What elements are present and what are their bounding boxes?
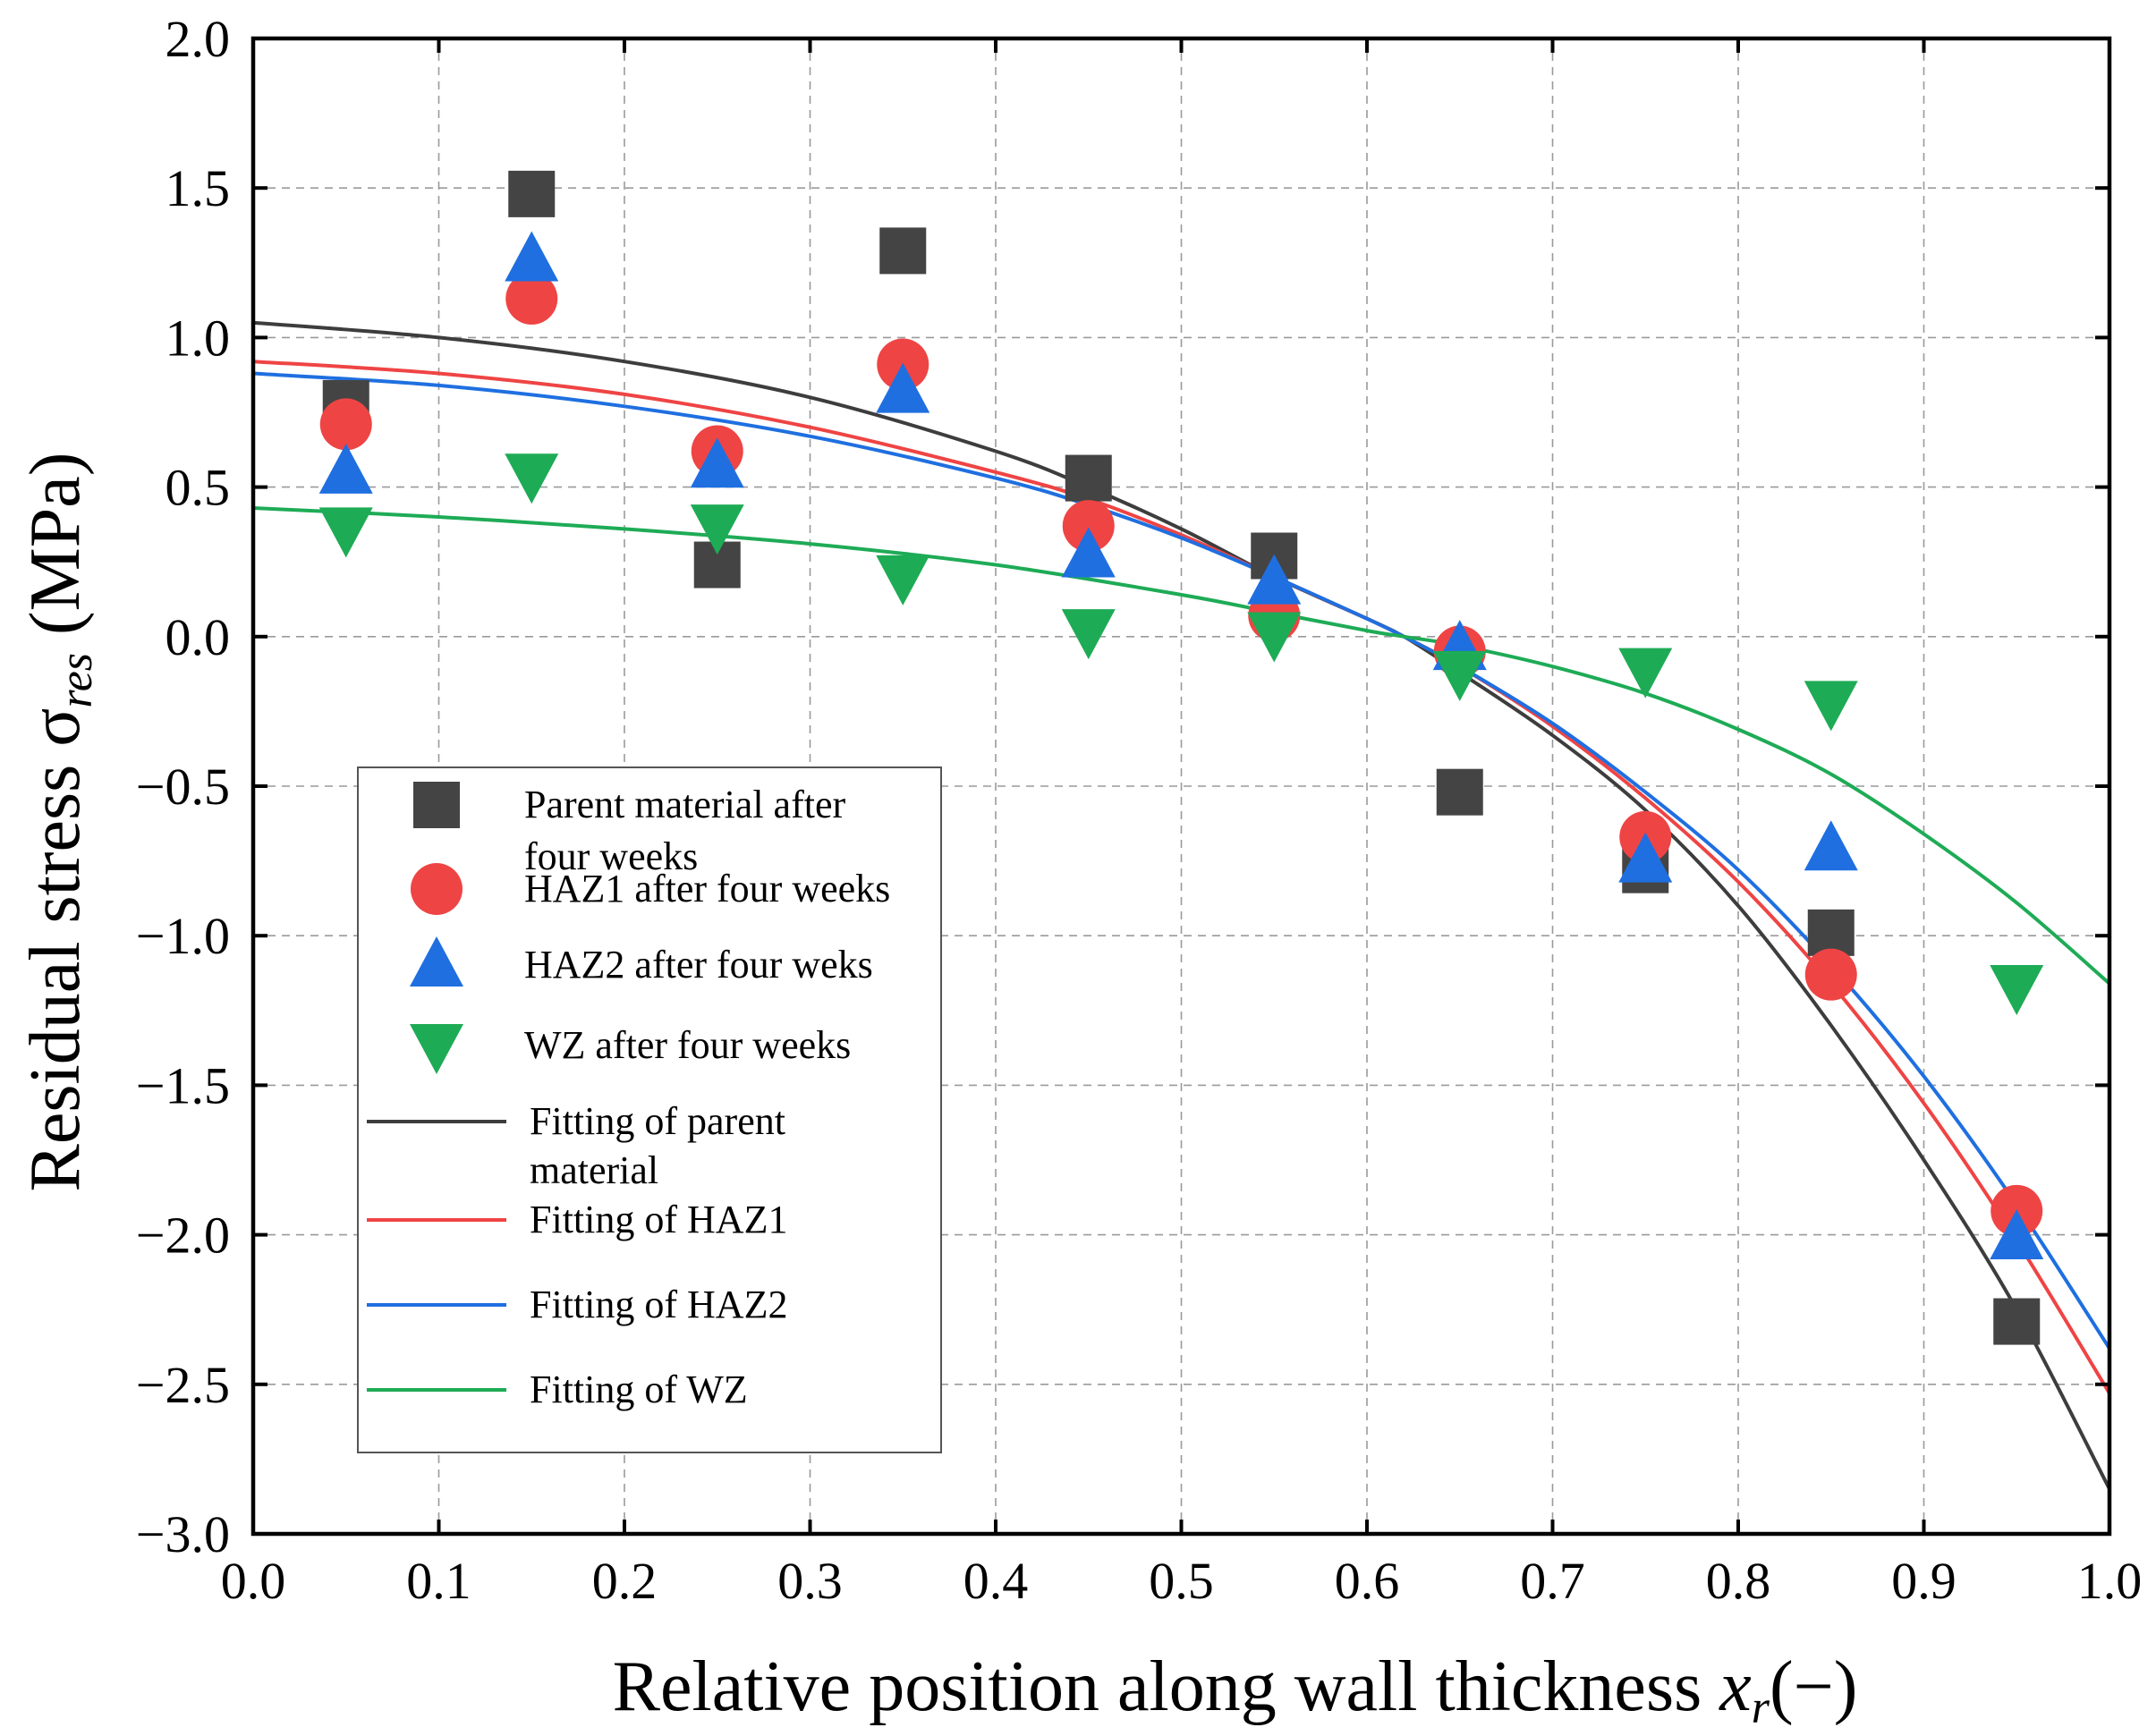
y-axis-title-suffix: (MPa) [16,453,95,653]
legend-label: four weeks [524,834,698,878]
x-axis-title: Relative position along wall thickness x… [613,1647,1858,1733]
y-tick-label: −2.5 [136,1356,230,1414]
data-point-circle [319,398,372,451]
data-point-triangle-down [1247,612,1302,663]
data-point-triangle-up [1618,832,1673,883]
y-axis-title-prefix: Residual stress [16,747,95,1192]
legend-label: Fitting of parent [530,1099,785,1143]
legend-label: Fitting of WZ [530,1368,748,1411]
x-tick-label: 0.9 [1891,1552,1957,1610]
data-point-triangle-up [1990,1208,2044,1259]
x-axis-title-sub: r [1752,1682,1770,1733]
y-axis-title: Residual stress σres (MPa) [16,453,102,1192]
y-tick-label: −1.0 [136,907,230,965]
y-tick-label: 0.0 [166,608,231,666]
data-point-triangle-up [318,443,373,494]
legend-label: Parent material after [524,783,845,826]
data-point-triangle-down [505,453,559,504]
data-point-square [508,170,556,217]
fit-curve-3 [252,506,2111,986]
legend-label: WZ after four weeks [524,1023,851,1067]
x-tick-label: 0.6 [1335,1552,1400,1610]
legend-label: material [530,1148,658,1192]
x-tick-label: 0.0 [221,1552,286,1610]
data-point-triangle-up [1247,554,1302,605]
y-tick-label: −3.0 [136,1505,230,1563]
fit-curves [252,320,2111,1490]
y-tick-label: 1.5 [166,159,231,217]
y-tick-label: 1.0 [166,309,231,367]
legend-symbol-circle [411,863,463,915]
x-tick-label: 0.7 [1520,1552,1585,1610]
x-axis-title-prefix: Relative position along wall thickness [613,1647,1720,1726]
legend-label: HAZ2 after four weks [524,943,873,987]
y-axis-title-sub: res [51,653,102,708]
data-point-triangle-down [876,555,930,605]
fit-curve-2 [252,371,2111,1350]
legend-symbol-triangle-down [410,1024,463,1074]
data-point-circle [1804,948,1857,1001]
data-point-triangle-up [505,231,559,282]
data-point-triangle-up [876,362,930,413]
x-tick-label: 0.1 [406,1552,471,1610]
data-point-triangle-down [1432,650,1487,701]
data-point-triangle-down [1990,965,2044,1016]
data-point-square [1807,909,1855,956]
y-tick-label: −2.0 [136,1207,230,1265]
data-point-triangle-down [1804,681,1858,732]
x-axis-title-suffix: (−) [1770,1647,1857,1726]
y-axis-title-sigma: σ [16,708,95,747]
data-point-triangle-down [1618,648,1673,699]
data-point-square [1993,1298,2041,1345]
data-point-square [1065,454,1112,502]
grid-lines [253,38,2109,1534]
y-tick-label: 0.5 [166,459,231,517]
data-point-circle [505,272,558,325]
data-point-triangle-up [1804,820,1858,871]
axis-ticks: 0.0 0.1 0.2 0.3 0.4 0.5 0.6 0.7 0.8 0.9 1.0 2.0 1.5 1… [136,10,2142,1610]
data-point-triangle-up [1061,527,1116,578]
legend-label: Fitting of HAZ2 [530,1283,787,1326]
x-tick-label: 0.3 [777,1552,843,1610]
data-point-triangle-down [318,507,373,558]
legend-symbol-triangle-up [410,936,463,987]
y-tick-label: 2.0 [166,10,231,68]
x-tick-label: 0.4 [963,1552,1029,1610]
x-tick-label: 0.2 [592,1552,658,1610]
legend-symbol-square [413,782,460,828]
legend-label: HAZ1 after four weeks [524,867,890,910]
data-point-square [879,227,927,275]
data-point-triangle-down [690,504,744,555]
data-point-triangle-down [1061,609,1116,660]
data-point-circle [1062,500,1115,553]
x-tick-label: 0.8 [1706,1552,1771,1610]
x-tick-label: 0.5 [1149,1552,1214,1610]
data-point-square [1436,768,1483,816]
legend-label: Fitting of HAZ1 [530,1198,787,1241]
x-axis-title-var: x [1719,1647,1752,1726]
x-tick-label: 1.0 [2077,1552,2143,1610]
data-markers [318,170,2044,1345]
y-tick-label: −1.5 [136,1056,230,1114]
data-point-triangle-up [690,437,744,488]
y-tick-label: −0.5 [136,758,230,816]
